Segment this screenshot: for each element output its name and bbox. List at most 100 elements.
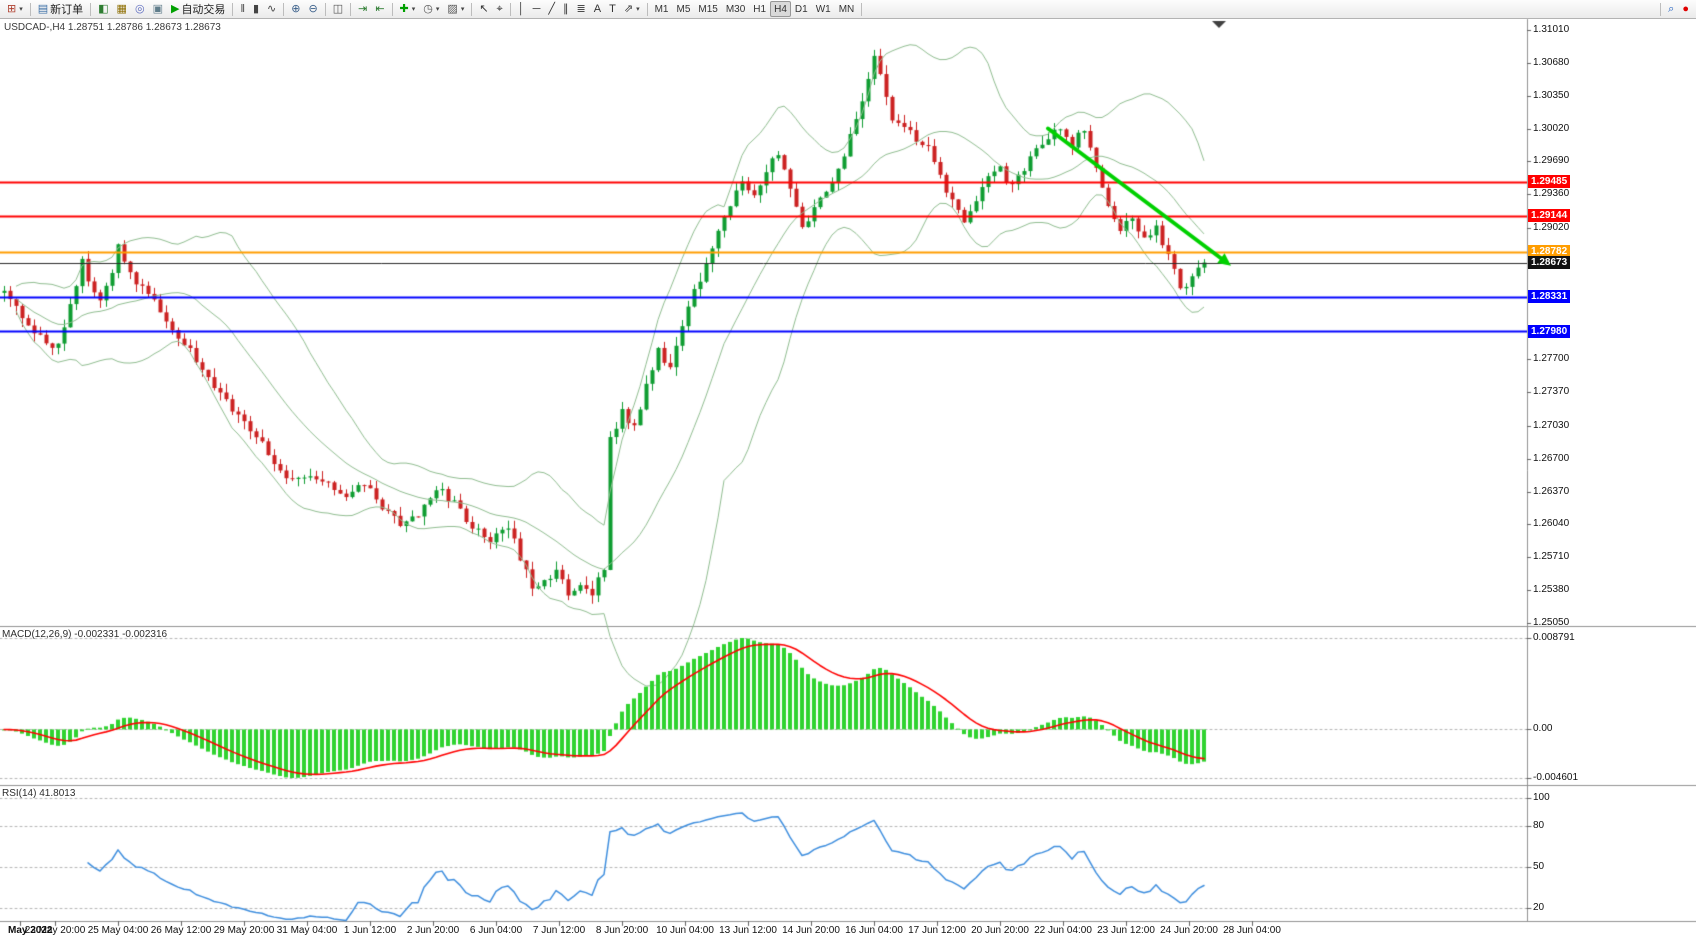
template-icon: ▨ xyxy=(447,2,458,15)
time-axis-label: 31 May 04:00 xyxy=(276,925,338,936)
alert-indicator[interactable]: ● xyxy=(1678,1,1693,17)
toolbar: ⊞ ▾ ▤ 新订单 ◧ ▦ ◎ ▣ ▶ 自动交易 ‖ ▮ ∿ ⊕ ⊖ ◫ ⇥ ⇤ ✚ ▾ ◷ ▾ ▨ ▾ ↖ ⌖ │ ─ ╱ ∥ ≣ A T ⇗ ▾… xyxy=(0,0,1696,19)
data-window-button[interactable]: ▦ xyxy=(113,1,131,17)
price-axis-label: 1.27370 xyxy=(1533,386,1570,398)
new-order-icon: ▤ xyxy=(37,2,49,15)
time-axis-label: 17 Jun 12:00 xyxy=(908,925,966,936)
indicators-button[interactable]: ✚ ▾ xyxy=(396,1,420,17)
text-tool-button[interactable]: A xyxy=(590,1,605,17)
timeframe-h1-button[interactable]: H1 xyxy=(749,1,770,17)
trendline-icon: ╱ xyxy=(548,2,556,15)
line-chart-icon: ∿ xyxy=(267,2,277,15)
text-icon: A xyxy=(593,2,602,15)
timeframe-h4-button[interactable]: H4 xyxy=(770,1,791,17)
timeframe-mn-button[interactable]: MN xyxy=(835,1,859,17)
periods-button[interactable]: ◷ ▾ xyxy=(419,1,443,17)
rsi-axis-label: 80 xyxy=(1533,819,1545,831)
horizontal-line-tool-button[interactable]: ─ xyxy=(529,1,545,17)
autotrading-button[interactable]: ▶ 自动交易 xyxy=(167,1,229,17)
line-chart-mode-button[interactable]: ∿ xyxy=(263,1,280,17)
chevron-down-icon[interactable]: ▾ xyxy=(636,6,640,13)
search-button[interactable]: ⌕ xyxy=(1664,1,1678,17)
price-axis[interactable] xyxy=(1528,19,1696,921)
price-axis-label: 1.29020 xyxy=(1533,221,1570,233)
chevron-down-icon[interactable]: ▾ xyxy=(411,6,416,13)
autotrading-button-label: 自动交易 xyxy=(181,4,226,16)
price-axis-label: 1.25710 xyxy=(1533,551,1570,563)
price-axis-label: 1.27700 xyxy=(1533,353,1570,365)
price-axis-label: 1.29360 xyxy=(1533,188,1570,200)
price-axis-label: 1.31010 xyxy=(1533,24,1570,35)
price-axis-label: 1.25380 xyxy=(1533,584,1570,596)
price-axis-label: 1.26040 xyxy=(1533,518,1570,530)
price-axis-label: 1.26700 xyxy=(1533,452,1570,464)
trendline-tool-button[interactable]: ╱ xyxy=(544,1,559,17)
vertical-line-tool-button[interactable]: │ xyxy=(514,1,529,17)
arrows-tool-button[interactable]: ⇗ ▾ xyxy=(620,1,644,17)
new-chart-button[interactable]: ⊞ ▾ xyxy=(3,1,27,17)
price-level-badge: 1.28331 xyxy=(1528,290,1571,304)
time-axis-label: 20 Jun 20:00 xyxy=(971,925,1029,936)
terminal-button[interactable]: ▣ xyxy=(149,1,167,17)
time-axis-label: 28 Jun 04:00 xyxy=(1223,925,1281,936)
timeframe-m5-button-label: M5 xyxy=(676,3,691,15)
ohlc-bars-icon: ‖ xyxy=(240,2,245,15)
chevron-down-icon[interactable]: ▾ xyxy=(435,6,440,13)
timeframe-m15-button[interactable]: M15 xyxy=(694,1,721,17)
timeframe-m1-button[interactable]: M1 xyxy=(651,1,673,17)
timeframe-d1-button[interactable]: D1 xyxy=(791,1,812,17)
zoom-out-button[interactable]: ⊖ xyxy=(304,1,321,17)
time-axis-label: 1 Jun 12:00 xyxy=(343,925,397,936)
navigator-button[interactable]: ◎ xyxy=(131,1,149,17)
symbol-title: USDCAD-,H4 1.28751 1.28786 1.28673 1.286… xyxy=(4,22,221,33)
add-indicator-icon: ✚ xyxy=(399,2,409,15)
rsi-axis-label: 50 xyxy=(1533,860,1545,872)
auto-scroll-button[interactable]: ⇥ xyxy=(354,1,371,17)
time-axis-label: 26 May 12:00 xyxy=(150,925,212,936)
timeframe-w1-button-label: W1 xyxy=(815,3,831,15)
clock-icon: ◷ xyxy=(423,2,433,15)
timeframe-w1-button[interactable]: W1 xyxy=(812,1,835,17)
chevron-down-icon[interactable]: ▾ xyxy=(460,6,465,13)
rsi-axis-label: 20 xyxy=(1533,902,1545,913)
candlestick-mode-button[interactable]: ▮ xyxy=(249,1,263,17)
time-axis-label: 8 Jun 20:00 xyxy=(595,925,649,936)
toolbar-separator xyxy=(646,2,648,16)
notification-dot-icon: ● xyxy=(1682,2,1689,15)
label-tool-button[interactable]: T xyxy=(605,1,620,17)
cursor-button[interactable]: ↖ xyxy=(475,1,492,17)
price-level-badge: 1.29485 xyxy=(1528,175,1571,189)
search-icon: ⌕ xyxy=(1668,2,1675,15)
channel-tool-button[interactable]: ∥ xyxy=(559,1,573,17)
terminal-icon: ▣ xyxy=(152,2,163,15)
price-axis-label: 1.26370 xyxy=(1533,485,1570,497)
new-order-button-label: 新订单 xyxy=(50,4,84,16)
crosshair-button[interactable]: ⌖ xyxy=(493,1,507,17)
tile-windows-button[interactable]: ◫ xyxy=(329,1,347,17)
market-watch-button[interactable]: ◧ xyxy=(94,1,112,17)
tile-windows-icon: ◫ xyxy=(332,2,344,15)
timeframe-m5-button[interactable]: M5 xyxy=(672,1,694,17)
timeframe-m30-button[interactable]: M30 xyxy=(722,1,749,17)
auto-scroll-icon: ⇥ xyxy=(358,2,368,15)
timeframe-mn-button-label: MN xyxy=(838,3,855,15)
chart-shift-button[interactable]: ⇤ xyxy=(371,1,388,17)
toolbar-separator xyxy=(283,2,285,16)
fibonacci-tool-button[interactable]: ≣ xyxy=(573,1,590,17)
bar-chart-mode-button[interactable]: ‖ xyxy=(236,1,249,17)
chevron-down-icon[interactable]: ▾ xyxy=(19,6,23,13)
toolbar-separator xyxy=(232,2,234,16)
price-axis-label: 1.29690 xyxy=(1533,155,1570,167)
price-axis-label: 1.30020 xyxy=(1533,122,1570,134)
time-axis-label: 23 May 20:00 xyxy=(24,925,86,936)
templates-button[interactable]: ▨ ▾ xyxy=(443,1,468,17)
time-axis-label: 16 Jun 04:00 xyxy=(845,925,903,936)
autotrading-play-icon: ▶ xyxy=(170,2,180,15)
channel-icon: ∥ xyxy=(563,2,569,15)
zoom-in-button[interactable]: ⊕ xyxy=(287,1,304,17)
arrow-shapes-icon: ⇗ xyxy=(623,2,634,15)
new-order-button[interactable]: ▤ 新订单 xyxy=(34,1,87,17)
time-axis-label: 14 Jun 20:00 xyxy=(782,925,840,936)
